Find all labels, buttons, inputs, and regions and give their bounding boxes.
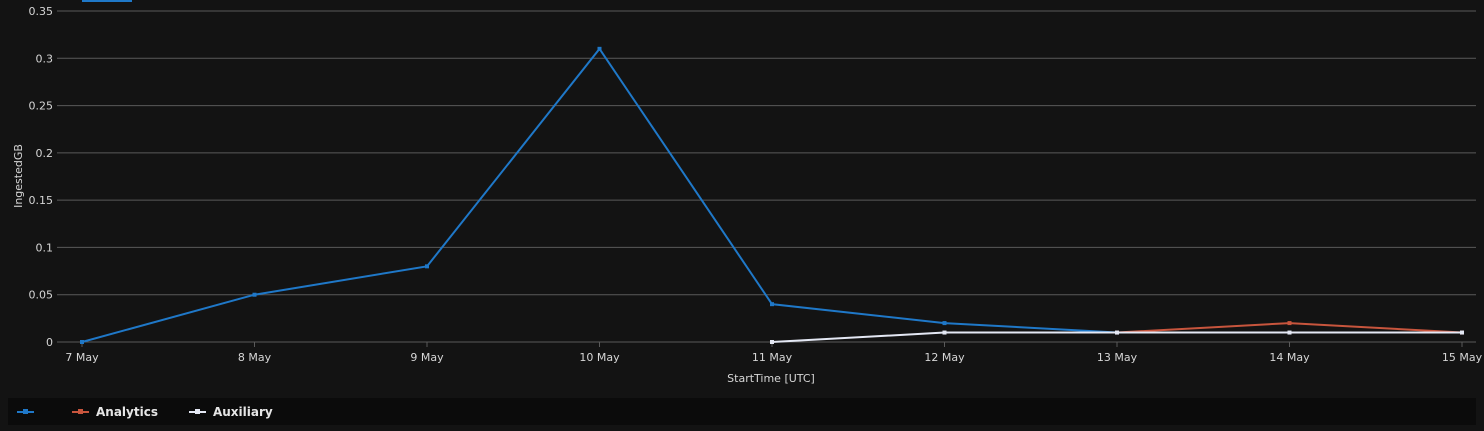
data-point[interactable] — [1287, 330, 1292, 335]
data-point[interactable] — [80, 340, 84, 344]
legend-label: Auxiliary — [212, 404, 273, 419]
line-chart: 0 0.05 0.1 0.15 0.2 0.25 0.3 0.35 7 May 8 May 9 M… — [12, 0, 1483, 385]
x-tick-label: 12 May — [924, 351, 965, 364]
y-tick-label: 0.1 — [36, 241, 54, 254]
x-tick-label: 11 May — [752, 351, 793, 364]
y-tick-label: 0.25 — [29, 100, 54, 113]
gridlines — [57, 10, 1476, 343]
x-axis-ticks: 7 May 8 May 9 May 10 May 11 May 12 May 13 May 1… — [65, 342, 1483, 364]
x-tick-label: 8 May — [238, 351, 272, 364]
legend-marker — [78, 408, 83, 414]
x-tick-label: 15 May — [1442, 351, 1483, 364]
data-point[interactable] — [770, 340, 774, 344]
legend: Analytics Auxiliary — [8, 398, 1476, 425]
y-tick-label: 0.2 — [36, 147, 54, 160]
data-point[interactable] — [1460, 330, 1464, 335]
x-axis-title: StartTime [UTC] — [727, 372, 815, 385]
legend-highlight — [82, 0, 132, 2]
x-tick-label: 9 May — [410, 351, 444, 364]
legend-marker — [23, 408, 28, 414]
y-tick-label: 0.05 — [29, 289, 54, 302]
series-default[interactable] — [80, 46, 1119, 344]
legend-label: Analytics — [96, 404, 158, 419]
legend-item-analytics[interactable]: Analytics — [72, 405, 158, 419]
series-auxiliary[interactable] — [770, 330, 1464, 344]
data-point[interactable] — [942, 321, 947, 326]
series-line — [81, 47, 1118, 343]
y-axis-ticks: 0 0.05 0.1 0.15 0.2 0.25 0.3 0.35 — [29, 5, 54, 349]
legend-swatch — [17, 407, 34, 417]
data-point[interactable] — [425, 264, 429, 269]
data-point[interactable] — [597, 46, 602, 51]
y-tick-label: 0.15 — [29, 194, 54, 207]
legend-marker — [194, 408, 200, 414]
data-point[interactable] — [1115, 330, 1119, 335]
legend-swatch — [72, 407, 89, 417]
y-tick-label: 0 — [46, 336, 53, 349]
data-point[interactable] — [770, 302, 774, 307]
x-tick-label: 10 May — [579, 351, 620, 364]
y-tick-label: 0.3 — [36, 52, 54, 65]
data-point[interactable] — [252, 292, 257, 297]
series-lines — [80, 46, 1464, 344]
x-tick-label: 14 May — [1269, 351, 1310, 364]
data-point[interactable] — [942, 330, 947, 335]
x-tick-label: 13 May — [1097, 351, 1138, 364]
legend-item-auxiliary[interactable]: Auxiliary — [188, 404, 273, 419]
x-tick-label: 7 May — [65, 351, 99, 364]
legend-item-default[interactable] — [17, 407, 41, 417]
legend-swatch — [188, 407, 206, 417]
y-axis-title: IngestedGB — [12, 144, 25, 208]
data-point[interactable] — [1287, 321, 1292, 326]
y-tick-label: 0.35 — [29, 5, 54, 18]
